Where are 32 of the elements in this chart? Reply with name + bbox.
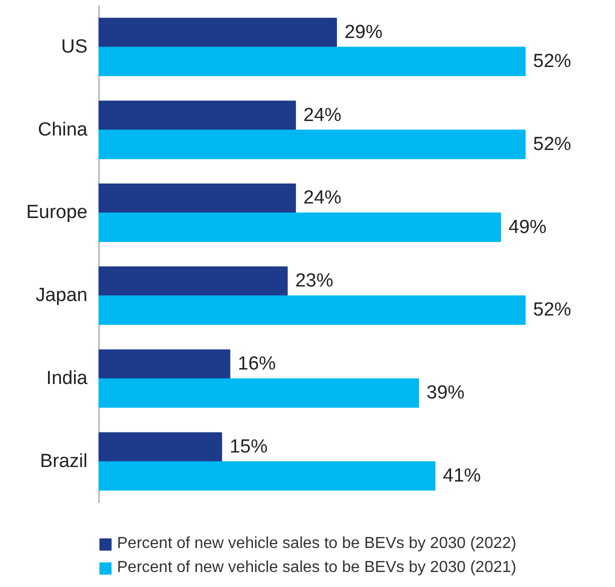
data-label: 24% bbox=[303, 104, 342, 126]
data-label: 15% bbox=[230, 436, 268, 458]
data-label: 39% bbox=[426, 382, 465, 404]
y-tick-label: Brazil bbox=[40, 450, 88, 472]
data-label: 29% bbox=[344, 22, 383, 43]
bar bbox=[98, 212, 502, 242]
data-label: 49% bbox=[508, 216, 547, 238]
bar bbox=[98, 378, 419, 408]
y-tick-label: Japan bbox=[36, 285, 88, 306]
data-label: 24% bbox=[303, 188, 342, 209]
data-label: 23% bbox=[295, 270, 334, 292]
data-label: 41% bbox=[442, 465, 482, 486]
bar bbox=[98, 46, 526, 76]
y-tick-label: US bbox=[61, 36, 88, 58]
data-label: 52% bbox=[533, 50, 572, 72]
bar bbox=[98, 349, 230, 379]
bar bbox=[98, 432, 222, 462]
data-label: 16% bbox=[238, 354, 276, 375]
bar bbox=[98, 18, 337, 48]
legend-label: Percent of new vehicle sales to be BEVs by 2030 (2022) bbox=[117, 535, 516, 553]
y-tick-label: India bbox=[46, 368, 88, 390]
legend-label: Percent of new vehicle sales to be BEVs by 2030 (2021) bbox=[117, 559, 516, 577]
bar bbox=[98, 461, 436, 491]
bar bbox=[98, 184, 296, 213]
y-tick-label: China bbox=[38, 119, 88, 140]
bar bbox=[98, 130, 526, 160]
y-tick-label: Europe bbox=[26, 202, 88, 224]
data-label: 52% bbox=[533, 300, 572, 321]
bar bbox=[98, 266, 288, 296]
bar bbox=[98, 295, 526, 325]
data-label: 52% bbox=[533, 134, 572, 155]
bar bbox=[98, 100, 296, 130]
